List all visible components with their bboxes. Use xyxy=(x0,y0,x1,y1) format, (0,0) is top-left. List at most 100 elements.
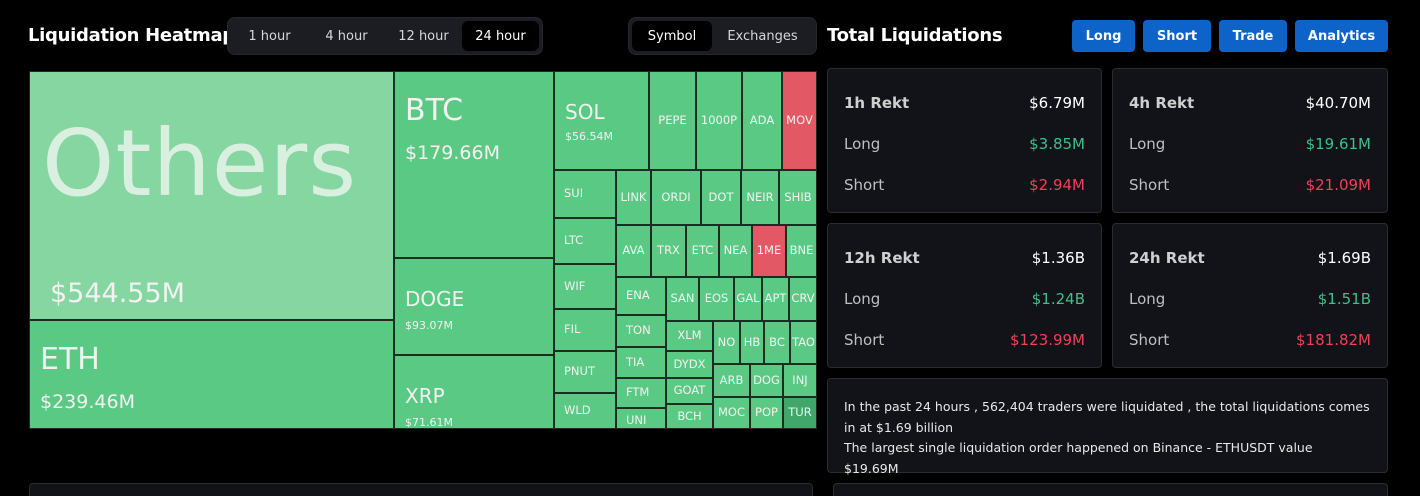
tile-ava[interactable]: AVA xyxy=(616,225,651,277)
tile-neir[interactable]: NEIR xyxy=(741,170,779,225)
tile-symbol: TON xyxy=(626,323,651,337)
tile-goat[interactable]: GOAT xyxy=(666,378,713,404)
tile-san[interactable]: SAN xyxy=(666,277,699,321)
tile-fil[interactable]: FIL xyxy=(554,309,616,351)
tile-ltc[interactable]: LTC xyxy=(554,218,616,264)
long-button[interactable]: Long xyxy=(1072,20,1135,52)
short-label: Short xyxy=(844,176,885,194)
tile-ena[interactable]: ENA xyxy=(616,277,666,315)
view-mode-selector: Symbol Exchanges xyxy=(628,17,817,55)
tile-nea[interactable]: NEA xyxy=(719,225,752,277)
tile-wld[interactable]: WLD xyxy=(554,393,616,429)
long-value: $1.24B xyxy=(1031,290,1085,308)
tile-arb[interactable]: ARB xyxy=(713,364,750,397)
tile-eos[interactable]: EOS xyxy=(699,277,734,321)
bottom-panel-right xyxy=(833,483,1388,496)
tile-ftm[interactable]: FTM xyxy=(616,378,666,408)
tile-inj[interactable]: INJ xyxy=(783,364,817,397)
tile-uni[interactable]: UNI xyxy=(616,408,666,429)
tile-symbol: WLD xyxy=(564,403,591,417)
tile-symbol: LINK xyxy=(620,190,647,204)
tile-symbol: Others xyxy=(42,110,358,217)
tile-trx[interactable]: TRX xyxy=(651,225,686,277)
tile-gal[interactable]: GAL xyxy=(734,277,762,321)
card-total: $40.70M xyxy=(1305,94,1371,112)
tile-symbol: ARB xyxy=(719,373,744,387)
tile-eth[interactable]: ETH $239.46M xyxy=(29,320,394,429)
short-value: $123.99M xyxy=(1010,331,1085,349)
time-range-selector: 1 hour 4 hour 12 hour 24 hour xyxy=(227,17,543,55)
long-value: $1.51B xyxy=(1317,290,1371,308)
tile-xlm[interactable]: XLM xyxy=(666,321,713,351)
tile-sol[interactable]: SOL $56.54M xyxy=(554,71,649,170)
tile-symbol: POP xyxy=(755,405,778,419)
tile-mov[interactable]: MOV xyxy=(782,71,817,170)
tile-bch[interactable]: BCH xyxy=(666,404,713,429)
time-option-4h[interactable]: 4 hour xyxy=(325,28,368,44)
tile-symbol: FTM xyxy=(626,385,650,399)
tile-bne[interactable]: BNE xyxy=(786,225,817,277)
tile-wif[interactable]: WIF xyxy=(554,264,616,309)
tile-tia[interactable]: TIA xyxy=(616,347,666,378)
tile-doge[interactable]: DOGE $93.07M xyxy=(394,258,554,355)
summary-line-2: The largest single liquidation order hap… xyxy=(844,440,1313,476)
tile-bc[interactable]: BC xyxy=(764,321,790,364)
liquidation-treemap: Others $544.55M ETH $239.46M BTC $179.66M DOGE… xyxy=(29,71,817,429)
tile-ordi[interactable]: ORDI xyxy=(651,170,701,225)
tile-dot[interactable]: DOT xyxy=(701,170,741,225)
tile-value: $56.54M xyxy=(565,130,613,143)
tile-btc[interactable]: BTC $179.66M xyxy=(394,71,554,258)
tile-1me[interactable]: 1ME xyxy=(752,225,786,277)
tile-symbol: DOG xyxy=(753,373,780,387)
tile-symbol: DOGE xyxy=(405,287,465,311)
tile-crv[interactable]: CRV xyxy=(789,277,817,321)
tile-dydx[interactable]: DYDX xyxy=(666,351,713,378)
tile-dog[interactable]: DOG xyxy=(750,364,783,397)
time-option-24h[interactable]: 24 hour xyxy=(462,21,539,51)
time-option-12h[interactable]: 12 hour xyxy=(398,28,449,44)
tile-value: $93.07M xyxy=(405,319,453,332)
tile-symbol: 1ME xyxy=(756,243,782,257)
tile-pop[interactable]: POP xyxy=(750,397,783,429)
tile-1000p[interactable]: 1000P xyxy=(696,71,742,170)
tile-pnut[interactable]: PNUT xyxy=(554,351,616,393)
tile-hb[interactable]: HB xyxy=(740,321,764,364)
tile-symbol: FIL xyxy=(564,322,581,336)
analytics-button[interactable]: Analytics xyxy=(1295,20,1388,52)
rekt-card-1h: 1h Rekt $6.79M Long $3.85M Short $2.94M xyxy=(827,68,1102,213)
tile-symbol: BNE xyxy=(789,243,814,257)
tile-tur[interactable]: TUR xyxy=(783,397,817,429)
tile-xrp[interactable]: XRP $71.61M xyxy=(394,355,554,429)
tile-symbol: XLM xyxy=(677,328,702,342)
trade-button[interactable]: Trade xyxy=(1219,20,1287,52)
tile-ada[interactable]: ADA xyxy=(742,71,782,170)
tile-symbol: SAN xyxy=(670,291,695,305)
tile-tao[interactable]: TAO xyxy=(790,321,817,364)
long-label: Long xyxy=(1129,290,1166,308)
tile-others[interactable]: Others $544.55M xyxy=(29,71,394,320)
card-total: $1.69B xyxy=(1317,249,1371,267)
tile-pepe[interactable]: PEPE xyxy=(649,71,696,170)
short-button[interactable]: Short xyxy=(1143,20,1211,52)
view-option-exchanges[interactable]: Exchanges xyxy=(727,28,798,44)
time-option-1h[interactable]: 1 hour xyxy=(248,28,291,44)
tile-symbol: INJ xyxy=(792,373,808,387)
tile-apt[interactable]: APT xyxy=(762,277,789,321)
tile-ton[interactable]: TON xyxy=(616,315,666,347)
tile-shib[interactable]: SHIB xyxy=(779,170,817,225)
short-label: Short xyxy=(844,331,885,349)
tile-symbol: BC xyxy=(769,335,785,349)
tile-etc[interactable]: ETC xyxy=(686,225,719,277)
tile-symbol: SHIB xyxy=(784,190,812,204)
tile-no[interactable]: NO xyxy=(713,321,740,364)
tile-moc[interactable]: MOC xyxy=(713,397,750,429)
tile-link[interactable]: LINK xyxy=(616,170,651,225)
view-option-symbol[interactable]: Symbol xyxy=(632,21,712,51)
tile-symbol: WIF xyxy=(564,279,586,293)
tile-symbol: APT xyxy=(764,291,787,305)
tile-symbol: AVA xyxy=(622,243,645,257)
heatmap-title: Liquidation Heatmap xyxy=(28,25,235,46)
card-label: 12h Rekt xyxy=(844,249,920,267)
long-label: Long xyxy=(844,290,881,308)
tile-sui[interactable]: SUI xyxy=(554,170,616,218)
